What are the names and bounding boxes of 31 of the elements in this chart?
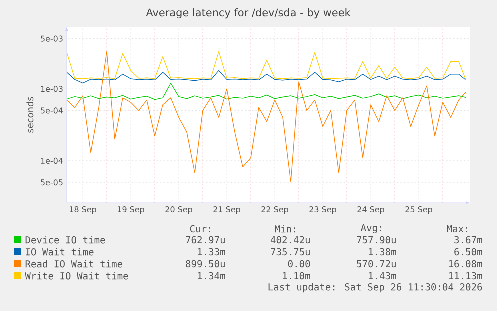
text: Last update: Sat Sep 26 11:30:04 2026 [268,283,482,293]
text: 0.00 [288,260,310,268]
text: 6.50m [454,248,482,256]
text: 1.10m [283,272,310,280]
legend-label: Device IO time [26,236,106,244]
text: 1.43m [369,272,396,280]
text: 1.34m [198,272,226,280]
text: 762.97u [186,236,225,244]
text: Min: [275,225,296,233]
text: 757.90u [357,236,396,244]
text: 899.50u [186,260,225,268]
line-series [67,70,466,84]
legend-label: IO Wait time [26,248,94,256]
line-series [67,51,466,182]
text: 3.67m [454,236,482,244]
chart-title: Average latency for /dev/sda - by week [146,8,351,19]
text: Avg: [360,224,382,234]
text: 1.38m [369,248,396,256]
text: Cur: [190,225,210,233]
text: 735.75u [271,248,310,256]
text: 402.42u [270,236,310,244]
legend-label: Read IO Wait time [26,260,123,268]
line-series [67,83,466,100]
text: 11.13m [449,272,482,280]
y-axis-title: seconds [26,97,34,133]
text: 1.33m [198,248,226,256]
text: 570.72u [357,260,396,268]
line-series [67,51,466,80]
text: 16.08m [449,260,482,268]
legend-label: Write IO Wait time [25,272,128,280]
text: Max: [447,225,468,233]
